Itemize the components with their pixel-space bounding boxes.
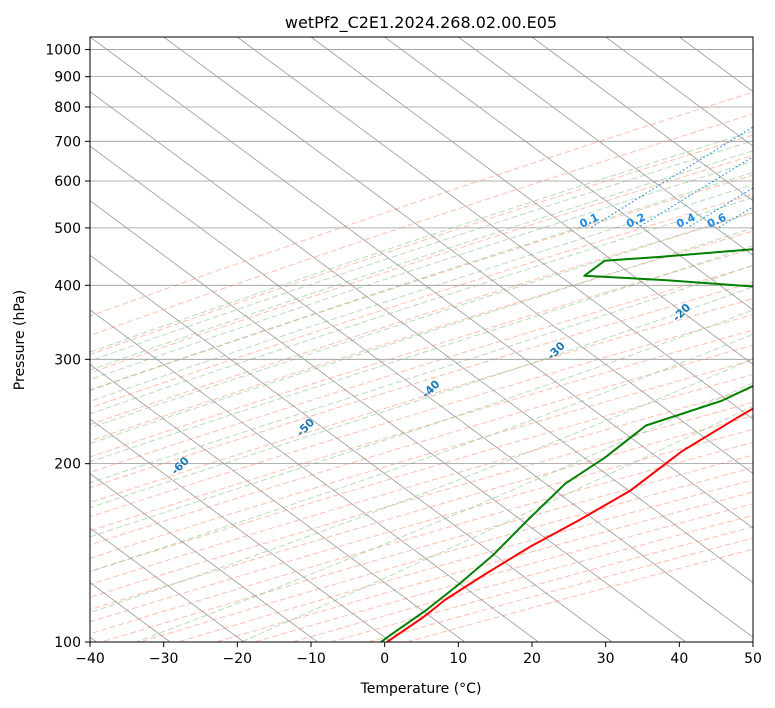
plot-area: -100-90-80-70-60-50-40-30-20-10010203040…	[90, 37, 763, 642]
x-axis-title: Temperature (°C)	[360, 681, 482, 697]
x-axis: −40 −30 −20 −10 0 10 20 30 40 50	[75, 642, 762, 667]
skewed-isotherm-line	[90, 527, 244, 642]
moist-adiabat-line	[90, 333, 753, 573]
moist-adiabat-line	[90, 183, 753, 402]
chart-title: wetPf2_C2E1.2024.268.02.00.E05	[285, 13, 557, 33]
moist-adiabat-line	[90, 197, 753, 415]
skewed-isotherm-line	[458, 37, 753, 256]
x-tick-label: −40	[75, 651, 105, 667]
moist-adiabat-line	[90, 286, 753, 509]
x-tick-label: 30	[597, 651, 615, 667]
x-tick-label: −10	[296, 651, 326, 667]
moist-adiabat-line	[90, 309, 753, 538]
skewed-isotherm-line	[605, 37, 753, 147]
x-tick-label: 50	[744, 651, 762, 667]
y-tick-label: 100	[54, 635, 81, 651]
skewed-isotherms	[90, 37, 753, 642]
moist-adiabat-line	[90, 150, 753, 371]
x-tick-label: −30	[149, 651, 179, 667]
y-tick-label: 800	[54, 100, 81, 116]
y-tick-label: 900	[54, 70, 81, 86]
dry-adiabat-line	[90, 154, 753, 374]
mixing-ratio-label: 1	[751, 213, 763, 228]
dry-adiabat-line	[90, 359, 753, 559]
x-tick-label: 20	[523, 651, 541, 667]
moist-adiabat-line	[90, 171, 753, 391]
dry-adiabat-line	[90, 248, 753, 458]
mixing-ratio-lines	[590, 126, 753, 229]
skewed-isotherm-line	[310, 37, 753, 365]
skewed-isotherm-line	[90, 363, 465, 642]
x-tick-label: 0	[380, 651, 389, 667]
moist-adiabat-line	[90, 140, 753, 362]
y-tick-label: 300	[54, 352, 81, 368]
skewed-isotherm-line	[237, 37, 753, 420]
dry-adiabat-line	[90, 174, 753, 392]
temperature-profile-line	[386, 407, 753, 642]
mixing-ratio-line	[590, 126, 753, 229]
dry-adiabat-line	[90, 344, 753, 546]
dry-adiabat-line	[90, 314, 753, 518]
skewed-isotherm-line	[90, 309, 539, 642]
dry-adiabat-line	[90, 265, 753, 473]
pressure-gridlines	[90, 49, 753, 642]
skewed-isotherm-line	[90, 37, 753, 529]
y-tick-label: 1000	[45, 43, 81, 59]
moist-adiabat-line	[90, 264, 753, 484]
x-tick-label: 40	[670, 651, 688, 667]
skewed-isotherm-line	[90, 91, 753, 584]
profile-series	[380, 248, 753, 642]
skewed-isotherm-line	[90, 200, 686, 642]
dewpoint-profile-line	[380, 248, 753, 642]
y-tick-label: 200	[54, 457, 81, 473]
skewed-isotherm-line	[384, 37, 753, 311]
skewed-isotherm-line	[90, 473, 318, 642]
y-tick-label: 400	[54, 278, 81, 294]
skewed-isotherm-line	[90, 254, 613, 642]
moist-adiabat-line	[90, 130, 753, 353]
moist-adiabat-line	[135, 382, 753, 642]
y-tick-label: 600	[54, 174, 81, 190]
x-tick-label: −20	[223, 651, 253, 667]
plot-frame	[89, 36, 754, 643]
skewed-isotherm-line	[90, 145, 753, 638]
moist-adiabats	[90, 130, 753, 642]
dry-adiabat-line	[90, 298, 753, 503]
y-axis: 100 200 300 400 500 600 700 800 900 1000	[45, 43, 90, 651]
dry-adiabat-line	[90, 212, 753, 426]
y-tick-label: 500	[54, 221, 81, 237]
y-tick-label: 700	[54, 134, 81, 150]
moist-adiabat-line	[90, 358, 753, 614]
skewed-isotherm-line	[531, 37, 753, 202]
x-tick-label: 10	[449, 651, 467, 667]
dry-adiabat-line	[90, 134, 753, 355]
skewed-isotherm-line	[90, 418, 392, 642]
y-axis-title: Pressure (hPa)	[12, 290, 28, 390]
skewed-isotherm-line	[163, 37, 753, 475]
